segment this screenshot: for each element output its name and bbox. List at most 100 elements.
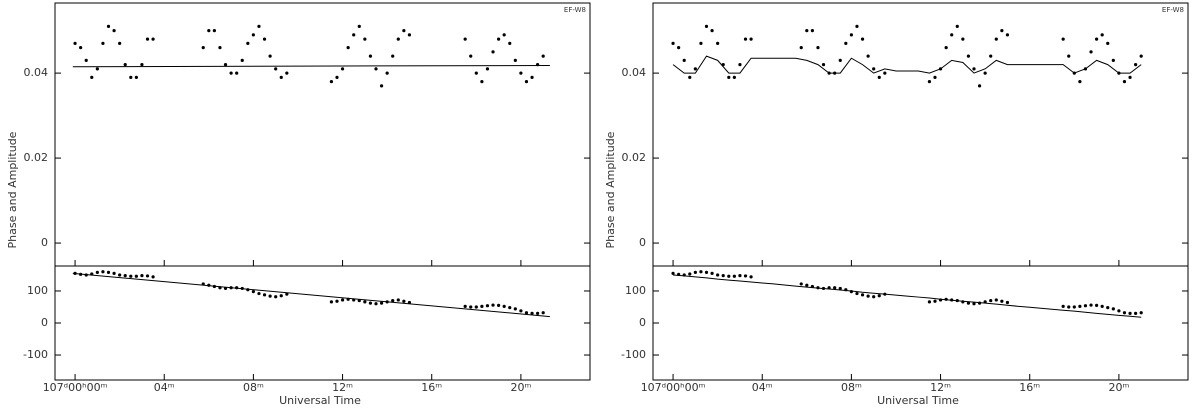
amplitude-point bbox=[396, 37, 400, 41]
y-tick-label: 0.04 bbox=[24, 66, 49, 79]
amplitude-point bbox=[79, 46, 83, 50]
amplitude-point bbox=[480, 80, 484, 84]
phase-point bbox=[710, 271, 714, 275]
phase-point bbox=[463, 304, 467, 308]
phase-point bbox=[866, 294, 870, 298]
phase-point bbox=[860, 293, 865, 297]
amplitude-point bbox=[485, 67, 490, 71]
amplitude-point bbox=[329, 80, 334, 84]
phase-point bbox=[335, 299, 339, 303]
phase-point bbox=[838, 286, 842, 291]
amplitude-point bbox=[1089, 50, 1093, 54]
amplitude-point bbox=[491, 50, 495, 54]
phase-point bbox=[1083, 304, 1088, 308]
phase-point bbox=[799, 282, 803, 286]
amplitude-point bbox=[257, 24, 261, 28]
amplitude-point bbox=[1111, 58, 1115, 62]
phase-point bbox=[368, 301, 373, 305]
amplitude-point bbox=[693, 67, 697, 71]
phase-point bbox=[732, 274, 736, 278]
phase-point bbox=[396, 298, 400, 302]
phase-point bbox=[513, 307, 517, 311]
phase-point bbox=[112, 271, 116, 275]
amplitude-point bbox=[106, 24, 111, 28]
phase-point bbox=[877, 294, 881, 298]
amplitude-point bbox=[385, 71, 389, 75]
phase-point bbox=[279, 294, 283, 298]
amplitude-point bbox=[1122, 80, 1127, 84]
amplitude-point bbox=[73, 41, 77, 45]
amplitude-point bbox=[223, 63, 228, 67]
amplitude-point bbox=[961, 37, 965, 41]
phase-point bbox=[497, 303, 501, 307]
amplitude-point bbox=[229, 71, 233, 75]
phase-point bbox=[508, 306, 512, 310]
amplitude-point bbox=[502, 33, 506, 37]
amplitude-point bbox=[112, 29, 116, 33]
phase-point bbox=[1067, 305, 1071, 309]
phase-point bbox=[519, 309, 523, 313]
phase-point bbox=[966, 301, 971, 305]
amplitude-point bbox=[207, 29, 211, 33]
phase-point bbox=[716, 273, 720, 277]
y-tick-label: 100 bbox=[625, 284, 646, 297]
amplitude-point bbox=[513, 58, 517, 62]
amplitude-point bbox=[469, 54, 473, 58]
phase-point bbox=[469, 305, 473, 309]
amplitude-point bbox=[704, 24, 709, 28]
phase-point bbox=[118, 273, 122, 277]
phase-point bbox=[1139, 311, 1143, 315]
x-tick-label: 08ᵐ bbox=[243, 381, 264, 394]
phase-point bbox=[541, 311, 545, 315]
amplitude-point bbox=[933, 75, 937, 79]
phase-point bbox=[340, 298, 345, 302]
phase-point bbox=[374, 302, 378, 306]
phase-point bbox=[927, 300, 932, 304]
amplitude-point bbox=[129, 75, 133, 79]
amplitude-point bbox=[966, 54, 971, 58]
phase-point bbox=[743, 274, 748, 278]
phase-point bbox=[1072, 305, 1076, 309]
phase-point bbox=[363, 300, 367, 304]
amplitude-point bbox=[251, 33, 255, 37]
phase-point bbox=[994, 298, 998, 302]
amplitude-point bbox=[1139, 54, 1143, 58]
y-tick-label: 0 bbox=[639, 236, 646, 249]
x-tick-label: 12ᵐ bbox=[332, 381, 353, 394]
amplitude-point bbox=[374, 67, 378, 71]
amplitude-point bbox=[1106, 41, 1110, 45]
phase-point bbox=[738, 274, 742, 278]
amplitude-point bbox=[1134, 63, 1138, 67]
x-tick-label: 04ᵐ bbox=[752, 381, 773, 394]
phase-point bbox=[1111, 307, 1115, 311]
amplitude-point bbox=[983, 71, 987, 75]
amplitude-point bbox=[379, 84, 384, 88]
x-tick-label: 12ᵐ bbox=[930, 381, 951, 394]
amplitude-point bbox=[810, 29, 814, 33]
phase-point bbox=[391, 298, 395, 303]
phase-point bbox=[721, 274, 725, 278]
phase-point bbox=[480, 304, 484, 308]
amplitude-point bbox=[1100, 33, 1104, 37]
phase-point bbox=[1100, 304, 1104, 308]
y-tick-label: -100 bbox=[23, 348, 48, 361]
amplitude-point bbox=[368, 54, 373, 58]
phase-point bbox=[693, 270, 697, 275]
phase-point bbox=[134, 274, 138, 278]
amplitude-point bbox=[530, 75, 534, 79]
phase-point bbox=[251, 290, 255, 294]
amplitude-point bbox=[849, 33, 853, 37]
phase-point bbox=[872, 295, 876, 299]
amplitude-point bbox=[927, 80, 932, 84]
phase-point bbox=[274, 295, 278, 299]
x-axis-label: Universal Time bbox=[877, 394, 959, 407]
phase-point bbox=[1061, 304, 1065, 308]
phase-model-line bbox=[673, 274, 1142, 318]
x-tick-label: 08ᵐ bbox=[841, 381, 862, 394]
amplitude-point bbox=[799, 46, 803, 50]
phase-point bbox=[285, 292, 289, 296]
amplitude-point bbox=[262, 37, 267, 41]
panel-title: EF-W8 bbox=[1162, 6, 1184, 14]
amplitude-point bbox=[1067, 54, 1071, 58]
phase-point bbox=[1095, 303, 1099, 307]
